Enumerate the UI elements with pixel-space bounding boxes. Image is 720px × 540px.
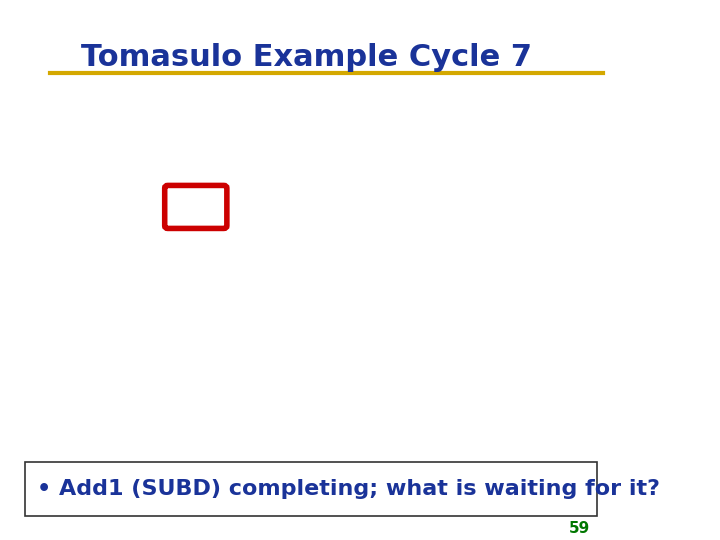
FancyBboxPatch shape bbox=[165, 185, 227, 228]
Text: Tomasulo Example Cycle 7: Tomasulo Example Cycle 7 bbox=[81, 43, 532, 72]
Text: 59: 59 bbox=[570, 521, 590, 536]
FancyBboxPatch shape bbox=[25, 462, 597, 516]
Text: • Add1 (SUBD) completing; what is waiting for it?: • Add1 (SUBD) completing; what is waitin… bbox=[37, 479, 660, 499]
